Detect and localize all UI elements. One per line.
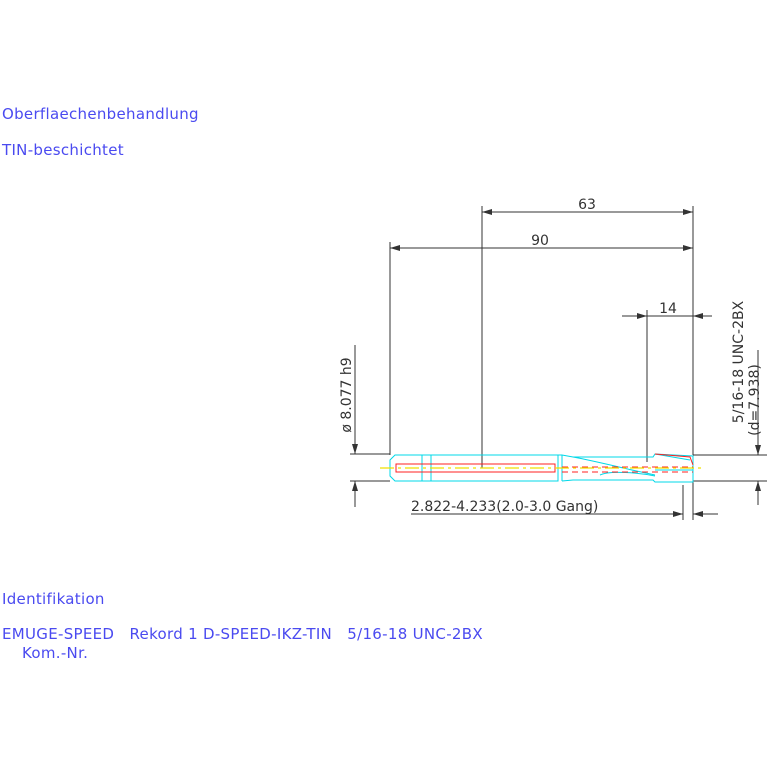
- kom-nr-label: Kom.-Nr.: [22, 644, 89, 662]
- dim-63-text: 63: [578, 197, 596, 213]
- identification-label: Identifikation: [2, 590, 105, 608]
- chamfer-text: 2.822-4.233(2.0-3.0 Gang): [411, 499, 598, 515]
- dim-14-text: 14: [659, 301, 677, 317]
- dim-90-text: 90: [531, 233, 549, 249]
- surface-treatment-value: TIN-beschichtet: [2, 141, 124, 159]
- coolant-bore: [395, 453, 694, 473]
- surface-treatment-label: Oberflaechenbehandlung: [2, 105, 199, 123]
- dimension-lines: [350, 206, 767, 520]
- thread-diameter-text: (d=7.938): [747, 364, 763, 436]
- shank-diameter-text: ø 8.077 h9: [339, 357, 355, 432]
- thread-spec-text: 5/16-18 UNC-2BX: [731, 300, 747, 423]
- identification-value: EMUGE-SPEED Rekord 1 D-SPEED-IKZ-TIN 5/1…: [2, 625, 483, 643]
